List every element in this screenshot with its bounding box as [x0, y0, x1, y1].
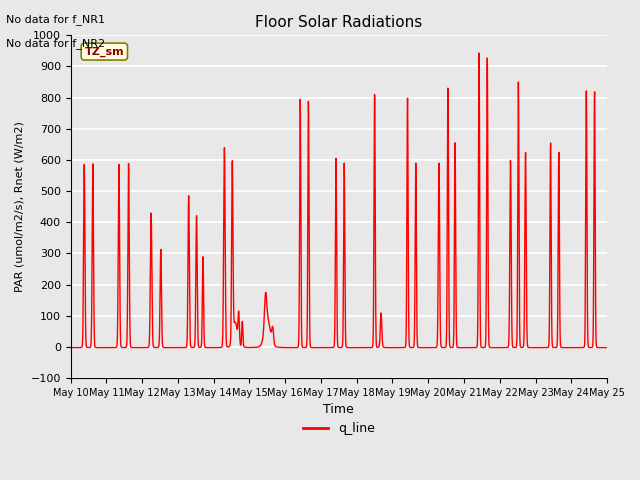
Text: No data for f_NR2: No data for f_NR2	[6, 38, 106, 49]
Legend: q_line: q_line	[298, 418, 380, 441]
Text: TZ_sm: TZ_sm	[84, 47, 124, 57]
Y-axis label: PAR (umol/m2/s), Rnet (W/m2): PAR (umol/m2/s), Rnet (W/m2)	[15, 121, 25, 292]
Text: No data for f_NR1: No data for f_NR1	[6, 14, 106, 25]
X-axis label: Time: Time	[323, 403, 354, 417]
Title: Floor Solar Radiations: Floor Solar Radiations	[255, 15, 422, 30]
